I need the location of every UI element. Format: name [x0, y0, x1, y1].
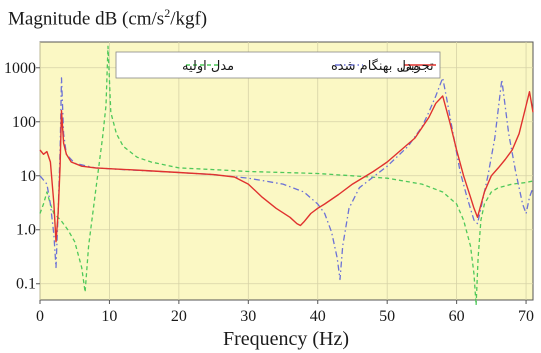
y-axis-ticks: 1000 100 10 1.0 0.1: [4, 60, 40, 293]
series-line-0: [39, 91, 534, 243]
x-tick-label: 40: [310, 308, 326, 325]
legend-box: [115, 51, 441, 79]
legend-label-measured: تجربی: [400, 59, 434, 74]
chart-title-unit: /kgf): [170, 8, 208, 30]
x-tick-label: 10: [101, 308, 117, 325]
x-tick-label: 20: [171, 308, 187, 325]
y-tick-label: 100: [12, 114, 36, 131]
x-tick-label: 0: [36, 308, 44, 325]
x-tick-label: 70: [518, 308, 534, 325]
legend: تجربی مدل بهنگام شده مدل اولیه: [115, 51, 441, 79]
y-tick-label: 10: [20, 168, 36, 185]
x-axis-label: Frequency (Hz): [223, 328, 349, 350]
series-line-2: [39, 45, 534, 306]
chart-title: Magnitude dB (cm/s2/kgf): [8, 6, 207, 30]
y-tick-label: 1000: [4, 60, 36, 77]
x-axis-ticks: 0 10 20 30 40 50 60 70: [36, 300, 534, 325]
y-tick-label: 1.0: [16, 222, 36, 239]
plot-area: [39, 41, 534, 301]
gridlines: [39, 42, 533, 300]
data-series: [39, 45, 534, 306]
chart-title-superscript: 2: [164, 6, 171, 20]
x-tick-label: 50: [379, 308, 395, 325]
x-tick-label: 30: [240, 308, 256, 325]
y-tick-label: 0.1: [16, 276, 36, 293]
legend-label-initial-model: مدل اولیه: [182, 59, 234, 74]
chart-title-main: Magnitude dB (cm/s: [8, 8, 165, 30]
legend-label-updated-model: مدل بهنگام شده: [331, 58, 420, 74]
series-line-1: [39, 77, 534, 281]
x-tick-label: 60: [449, 308, 465, 325]
